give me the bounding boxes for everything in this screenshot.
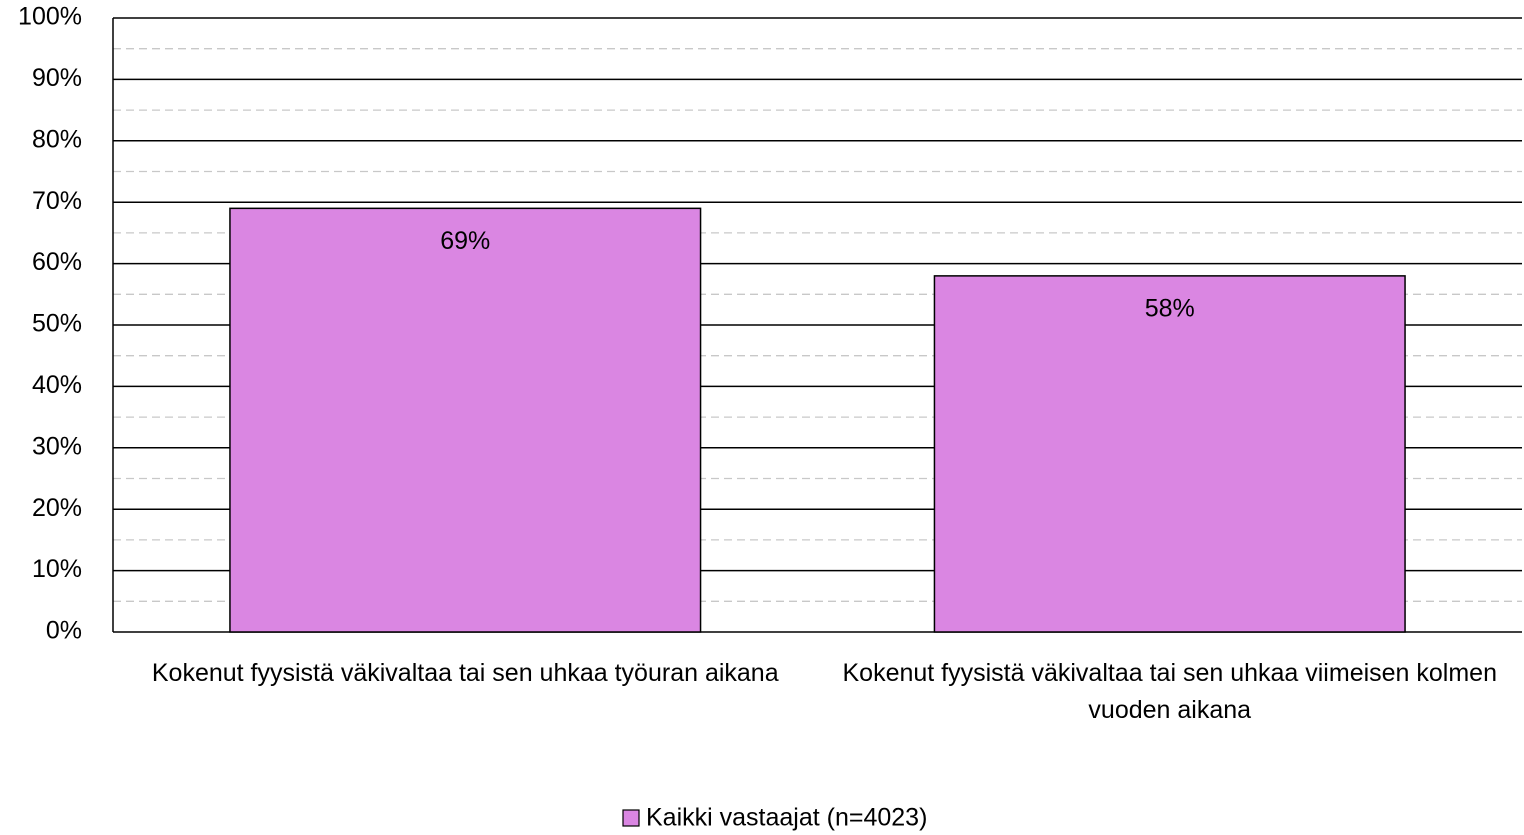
x-tick-label: Kokenut fyysistä väkivaltaa tai sen uhka… xyxy=(151,659,779,687)
legend-swatch xyxy=(622,809,640,827)
bar xyxy=(933,275,1406,633)
y-tick-label: 0% xyxy=(46,617,82,645)
x-tick-label: Kokenut fyysistä väkivaltaa tai sen uhka… xyxy=(842,659,1498,724)
data-label: 69% xyxy=(440,227,490,255)
y-tick-label: 70% xyxy=(32,187,82,215)
bar xyxy=(229,207,702,633)
y-tick-label: 10% xyxy=(32,555,82,583)
y-tick-label: 20% xyxy=(32,494,82,522)
y-tick-label: 80% xyxy=(32,125,82,153)
y-tick-label: 100% xyxy=(18,3,82,31)
y-tick-label: 60% xyxy=(32,248,82,276)
y-tick-label: 30% xyxy=(32,432,82,460)
legend-label: Kaikki vastaajat (n=4023) xyxy=(646,804,927,832)
y-tick-label: 40% xyxy=(32,371,82,399)
y-tick-label: 50% xyxy=(32,310,82,338)
data-label: 58% xyxy=(1145,294,1195,322)
y-tick-label: 90% xyxy=(32,64,82,92)
